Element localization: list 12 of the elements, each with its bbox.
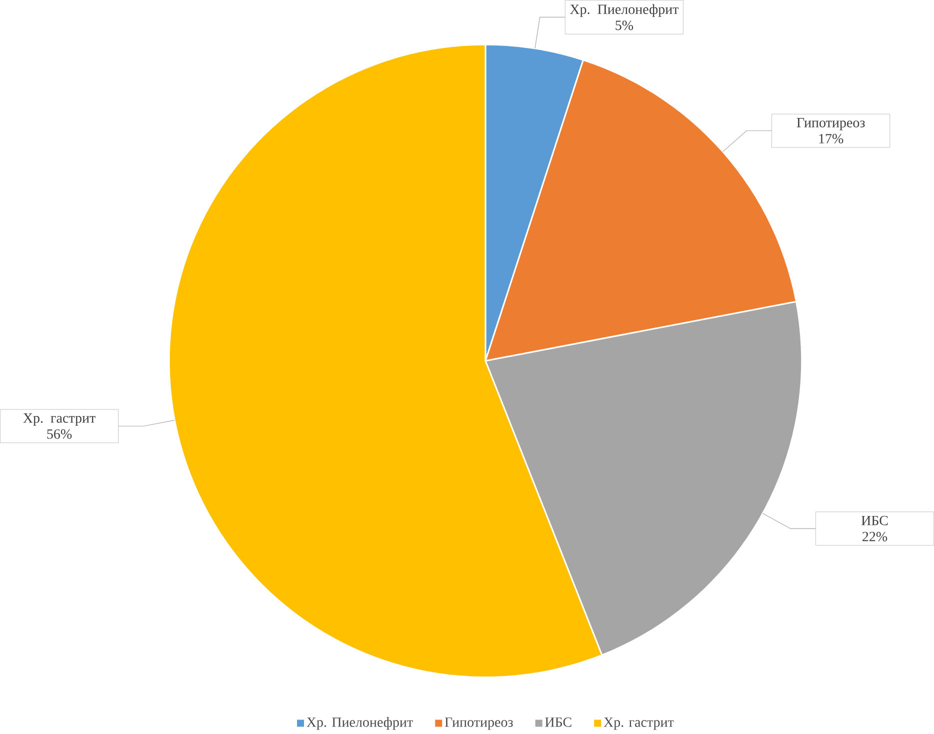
legend-label: Гипотиреоз [444, 717, 513, 730]
slice-label: Хр. Пиелонефрит [570, 4, 679, 17]
legend-label: Хр. гастрит [604, 717, 674, 730]
slice-label: Гипотиреоз [796, 118, 865, 130]
data-label: 22% [862, 532, 888, 542]
slice-label: ИБС [861, 516, 888, 526]
data-label: 17% [819, 134, 844, 144]
legend-label: Хр. Пиелонефрит [306, 716, 413, 730]
slice-label: Хр. гастрит [23, 413, 96, 426]
data-label: 5% [616, 20, 634, 30]
legend-label: ИБС [545, 717, 572, 727]
data-label: 56% [47, 429, 72, 439]
